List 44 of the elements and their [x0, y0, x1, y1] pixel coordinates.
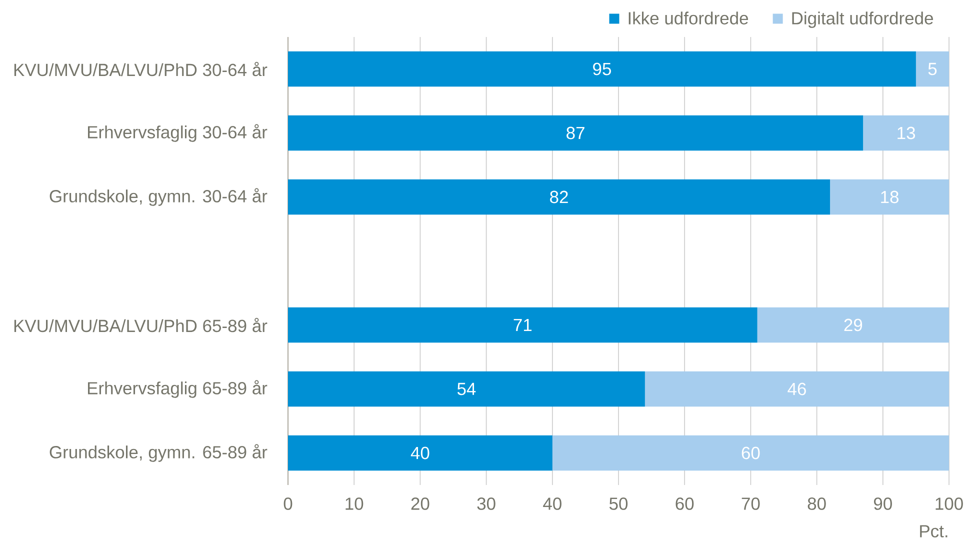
y-tick-label: Erhvervsfaglig 30-64 år	[88, 124, 268, 142]
data-label: 82	[550, 190, 568, 204]
data-label: 5	[928, 62, 937, 76]
x-tick-label: 20	[411, 498, 430, 510]
bar	[288, 435, 552, 471]
data-label: 18	[881, 190, 898, 204]
x-axis-title: Pct.	[920, 525, 948, 538]
legend-label: Ikke udfordrede	[628, 12, 748, 24]
x-tick-label: 10	[346, 498, 364, 510]
x-tick-label: 100	[936, 498, 963, 510]
bar	[916, 51, 950, 87]
bar	[830, 179, 950, 215]
bar	[644, 371, 950, 407]
bar	[288, 307, 758, 343]
data-label: 29	[844, 318, 862, 332]
bar	[552, 435, 950, 471]
data-label: 60	[742, 446, 760, 460]
x-tick-label: 30	[477, 498, 496, 510]
data-label: 71	[514, 318, 532, 332]
y-tick-label: Erhvervsfaglig 65-89 år	[88, 380, 268, 398]
y-tick-label: KVU/MVU/BA/LVU/PhD 65-89 år	[14, 318, 268, 332]
x-tick-label: 0	[284, 498, 292, 510]
bar	[863, 115, 950, 151]
data-label: 95	[593, 62, 611, 76]
data-label: 46	[788, 382, 806, 396]
x-tick-label: 40	[543, 498, 562, 510]
data-label: 87	[566, 126, 584, 140]
y-tick-label: Grundskole, gymn. 65-89 år	[50, 444, 268, 462]
bar	[288, 115, 864, 151]
x-tick-label: 70	[742, 498, 760, 510]
data-label: 13	[898, 126, 916, 140]
data-label: 54	[457, 382, 476, 396]
bar	[288, 51, 916, 87]
legend-label: Digitalt udfordrede	[792, 12, 933, 28]
y-tick-label: KVU/MVU/BA/LVU/PhD 30-64 år	[14, 62, 268, 76]
bar	[288, 179, 830, 215]
data-label: 40	[410, 446, 430, 460]
y-tick-label: Grundskole, gymn. 30-64 år	[50, 188, 268, 206]
x-tick-label: 90	[874, 498, 892, 510]
bar	[757, 307, 950, 343]
bar	[288, 371, 645, 407]
x-tick-label: 50	[609, 498, 628, 510]
x-tick-label: 60	[676, 498, 694, 510]
x-tick-label: 80	[808, 498, 826, 510]
